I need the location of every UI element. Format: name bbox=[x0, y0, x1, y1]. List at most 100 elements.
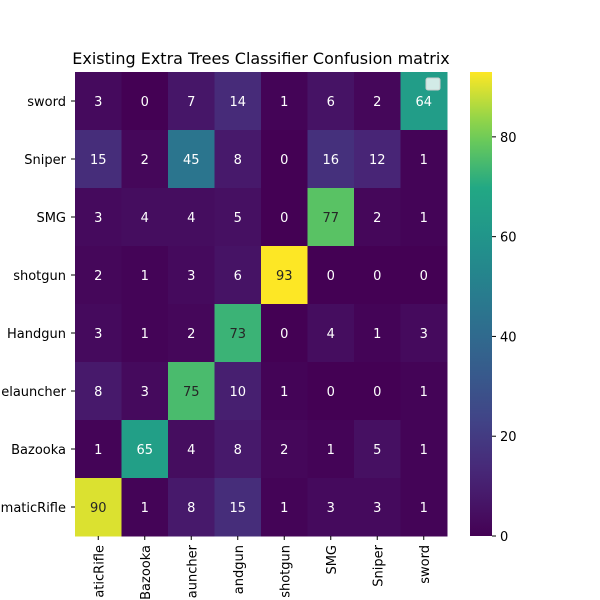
cell-value-label: 3 bbox=[327, 501, 335, 516]
cell-value-label: 12 bbox=[369, 153, 386, 168]
cell-value-label: 14 bbox=[229, 95, 246, 110]
row-tick-label: SMG bbox=[36, 211, 66, 226]
heatmap-cell bbox=[261, 130, 308, 189]
cell-value-label: 1 bbox=[327, 443, 335, 458]
cell-value-label: 0 bbox=[280, 153, 288, 168]
heatmap-cell bbox=[121, 420, 169, 479]
heatmap-cell bbox=[75, 72, 122, 131]
heatmap-cell bbox=[307, 420, 355, 479]
column-tick-label: SMG bbox=[325, 545, 340, 575]
heatmap-cell bbox=[261, 246, 308, 305]
row-tick-label: Bazooka bbox=[11, 443, 66, 458]
cell-value-label: 7 bbox=[187, 95, 195, 110]
row-tick-label: sword bbox=[27, 95, 66, 110]
cell-value-label: 8 bbox=[94, 385, 102, 400]
row-tick-label: Handgun bbox=[7, 327, 66, 342]
heatmap-cell bbox=[168, 420, 215, 479]
cell-value-label: 5 bbox=[373, 443, 381, 458]
column-tick-labels: aticRifle Bazooka auncher andgun shotgun SMG S… bbox=[92, 536, 433, 600]
heatmap-cell bbox=[307, 362, 355, 421]
cell-value-label: 4 bbox=[141, 211, 149, 226]
cell-value-label: 2 bbox=[373, 211, 381, 226]
column-tick-label: Bazooka bbox=[139, 545, 154, 600]
heatmap-cell bbox=[307, 246, 355, 305]
heatmap-cell bbox=[75, 130, 122, 189]
cell-value-label: 2 bbox=[280, 443, 288, 458]
cell-value-label: 1 bbox=[280, 501, 288, 516]
cell-value-label: 1 bbox=[141, 269, 149, 284]
cell-value-label: 1 bbox=[420, 501, 428, 516]
heatmap-cell bbox=[400, 420, 448, 479]
heatmap-cell bbox=[75, 188, 122, 247]
cell-value-label: 6 bbox=[234, 269, 242, 284]
heatmap-cell bbox=[214, 478, 262, 537]
cell-value-label: 45 bbox=[183, 153, 200, 168]
cell-value-label: 3 bbox=[420, 327, 428, 342]
row-tick-label: maticRifle bbox=[1, 501, 66, 516]
heatmap-cell bbox=[307, 188, 355, 247]
cell-value-label: 3 bbox=[187, 269, 195, 284]
cell-value-label: 3 bbox=[94, 327, 102, 342]
colorbar: 0 20 40 60 80 bbox=[470, 72, 517, 545]
cell-value-label: 73 bbox=[229, 327, 246, 342]
heatmap-cell bbox=[307, 130, 355, 189]
legend-frame bbox=[425, 77, 441, 91]
colorbar-tick-label: 0 bbox=[500, 530, 508, 545]
cell-value-label: 6 bbox=[327, 95, 335, 110]
cell-value-label: 93 bbox=[276, 269, 293, 284]
cell-value-label: 1 bbox=[141, 501, 149, 516]
cell-value-label: 10 bbox=[229, 385, 246, 400]
heatmap-cell bbox=[121, 130, 169, 189]
heatmap-cell bbox=[354, 304, 401, 363]
row-tick-label: elauncher bbox=[1, 385, 66, 400]
heatmap-cell bbox=[400, 304, 448, 363]
cell-value-label: 64 bbox=[415, 95, 432, 110]
cell-value-label: 4 bbox=[327, 327, 335, 342]
heatmap-cell bbox=[75, 420, 122, 479]
colorbar-tick-label: 80 bbox=[500, 131, 517, 146]
column-tick-label: aticRifle bbox=[92, 545, 107, 598]
cell-value-label: 2 bbox=[94, 269, 102, 284]
cell-value-label: 65 bbox=[136, 443, 153, 458]
column-tick-label: auncher bbox=[185, 544, 200, 598]
heatmap-cell bbox=[75, 304, 122, 363]
colorbar-tick-label: 60 bbox=[500, 231, 517, 246]
heatmap-cell bbox=[121, 304, 169, 363]
heatmap-cell bbox=[214, 246, 262, 305]
cell-value-label: 15 bbox=[229, 501, 246, 516]
heatmap-cell bbox=[121, 362, 169, 421]
cell-value-label: 3 bbox=[94, 211, 102, 226]
cell-value-label: 1 bbox=[420, 153, 428, 168]
cell-value-label: 90 bbox=[90, 501, 107, 516]
heatmap-cell bbox=[400, 478, 448, 537]
heatmap-cell bbox=[307, 72, 355, 131]
cell-value-label: 15 bbox=[90, 153, 107, 168]
heatmap-cell bbox=[168, 304, 215, 363]
heatmap-cell bbox=[354, 478, 401, 537]
heatmap-cell bbox=[75, 478, 122, 537]
cell-value-label: 8 bbox=[234, 443, 242, 458]
heatmap-cell bbox=[354, 72, 401, 131]
row-tick-label: Sniper bbox=[24, 153, 66, 168]
heatmap-cell bbox=[400, 246, 448, 305]
cell-value-label: 16 bbox=[322, 153, 339, 168]
cell-value-label: 1 bbox=[94, 443, 102, 458]
heatmap-cell bbox=[261, 188, 308, 247]
cell-value-label: 0 bbox=[373, 269, 381, 284]
heatmap-cell bbox=[261, 420, 308, 479]
cell-value-label: 2 bbox=[141, 153, 149, 168]
cell-value-label: 77 bbox=[322, 211, 339, 226]
heatmap-cell bbox=[261, 304, 308, 363]
heatmap-cell bbox=[261, 478, 308, 537]
heatmap-cell bbox=[168, 478, 215, 537]
heatmap-cell bbox=[214, 304, 262, 363]
heatmap-cell bbox=[75, 246, 122, 305]
heatmap-cell bbox=[214, 72, 262, 131]
heatmap-cell bbox=[354, 246, 401, 305]
cell-value-label: 1 bbox=[141, 327, 149, 342]
cell-value-label: 0 bbox=[280, 211, 288, 226]
cell-value-label: 0 bbox=[327, 385, 335, 400]
cell-value-label: 0 bbox=[327, 269, 335, 284]
heatmap-cell bbox=[400, 362, 448, 421]
